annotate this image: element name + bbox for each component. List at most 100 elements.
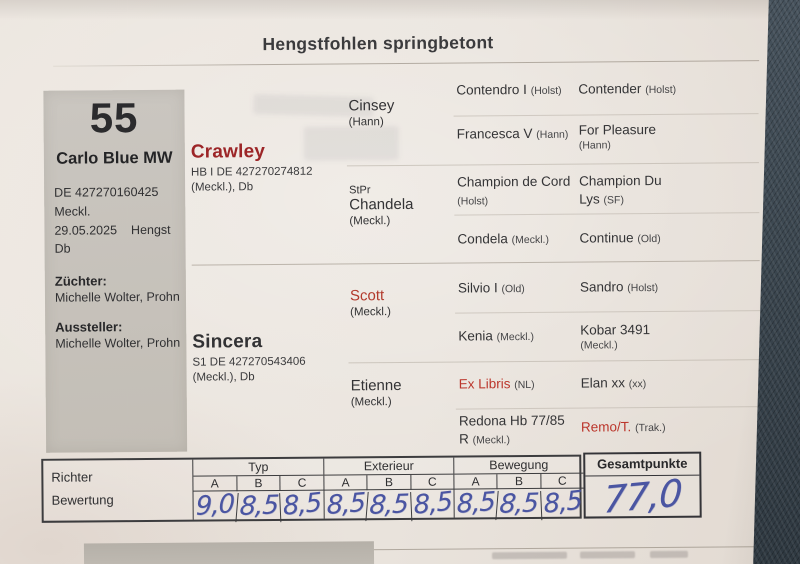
horse-registry: (Meckl.)	[511, 233, 549, 247]
horse-registry: (Holst)	[645, 83, 677, 97]
pedigree-cell: Kenia (Meckl.)	[458, 327, 574, 346]
entry-info-box: 55 Carlo Blue MW DE 427270160425 Meckl. …	[43, 89, 188, 453]
horse-registry: (Meckl.)	[580, 338, 618, 352]
sex: Hengst	[130, 222, 171, 237]
score-value: 8,5	[279, 488, 325, 523]
pedigree-sire-sire: Cinsey (Hann)	[348, 97, 448, 129]
horse-registry: (Meckl.)	[350, 396, 392, 409]
total-points-value: 77,0	[602, 471, 683, 523]
pedigree-cell: For Pleasure (Hann)	[579, 121, 707, 153]
pedigree-cell: Ex Libris (NL)	[459, 375, 575, 394]
horse-registry: (Meckl.)	[350, 306, 392, 319]
faint-text-smudge	[649, 550, 689, 559]
handwritten-scores: 9,0 8,5 8,5	[193, 488, 325, 523]
group-label: Bewegung	[454, 456, 584, 475]
rating-row-label: Bewertung	[51, 492, 114, 508]
entry-number: 55	[89, 94, 139, 142]
pedigree-cell: Remo/T. (Trak.)	[581, 418, 709, 437]
pedigree-divider	[453, 113, 759, 117]
horse-name: Etienne	[350, 376, 402, 395]
horse-name: Kenia	[458, 328, 493, 344]
registration-number: DE 427270160425	[54, 184, 159, 200]
pedigree-cell: Sandro (Holst)	[580, 278, 708, 297]
title-prefix: StPr	[349, 184, 371, 197]
score-value: 8,5	[235, 490, 282, 523]
pedigree-cell: Francesca V (Hann)	[457, 125, 573, 144]
horse-name: Champion de Cord	[457, 173, 571, 190]
pedigree-cell: Continue (Old)	[579, 229, 707, 248]
breeder-label: Züchter:	[54, 273, 107, 289]
pedigree-cell: Kobar 3491 (Meckl.)	[580, 321, 708, 353]
horse-registry: (Trak.)	[634, 421, 666, 435]
total-points-box: Gesamtpunkte 77,0	[583, 451, 702, 522]
pedigree-cell: Condela (Meckl.)	[457, 230, 573, 249]
faint-text-smudge	[579, 551, 636, 559]
breeder-name: Michelle Wolter, Prohn	[54, 289, 180, 305]
entry-details: DE 427270160425 Meckl. 29.05.2025 Hengst …	[54, 183, 186, 259]
horse-name: Sandro	[579, 279, 624, 295]
horse-registry: (Meckl.)	[496, 330, 534, 344]
faint-text-smudge	[491, 551, 568, 560]
horse-name: Ex Libris	[458, 376, 511, 392]
horse-registry: (NL)	[514, 378, 535, 392]
score-value: 8,5	[326, 487, 366, 521]
bleed-through-smudge	[303, 126, 399, 161]
studbook: Meckl.	[54, 204, 91, 219]
score-value: 8,5	[456, 486, 496, 520]
pedigree-divider	[454, 212, 760, 216]
judge-row-label: Richter	[51, 469, 93, 485]
sire-name: Crawley	[190, 141, 266, 163]
horse-registry: (Old)	[501, 283, 525, 296]
dam-block: Sincera S1 DE 427270543406 (Meckl.), Db	[192, 331, 306, 384]
horse-name: For Pleasure	[578, 121, 657, 138]
horse-name: Contendro I	[456, 81, 527, 98]
horse-registry: (Holst)	[457, 194, 489, 208]
title-divider	[53, 60, 760, 67]
dam-name: Sincera	[192, 331, 263, 353]
pedigree-cell: Contender (Holst)	[578, 80, 706, 99]
pedigree-dam-dam: Etienne (Meckl.)	[350, 376, 451, 409]
dam-registration: S1 DE 427270543406	[192, 355, 306, 369]
exhibitor-label: Aussteller:	[55, 319, 123, 335]
horse-registry: (SF)	[603, 193, 624, 206]
horse-name: Silvio I	[457, 280, 498, 296]
pedigree-cell: Contendro I (Holst)	[456, 81, 572, 100]
score-value: 8,5	[409, 487, 455, 522]
score-row-labels: Richter Bewertung	[43, 459, 194, 521]
pedigree-divider	[348, 359, 761, 364]
pedigree-divider	[455, 406, 761, 410]
horse-name: Francesca V	[456, 125, 533, 142]
column-header: B	[236, 475, 280, 492]
pedigree-divider-main	[191, 260, 760, 266]
dam-origin: (Meckl.), Db	[192, 371, 255, 384]
horse-name: Contender	[578, 81, 642, 97]
handwritten-scores: 8,5 8,5 8,5	[454, 486, 585, 521]
column-header: B	[496, 473, 541, 490]
breed-code: Db	[54, 241, 71, 256]
birth-sex-row: 29.05.2025 Hengst	[54, 220, 185, 240]
sire-block: Crawley HB I DE 427270274812 (Meckl.), D…	[191, 141, 313, 194]
score-value: 8,5	[495, 488, 542, 521]
score-value: 8,5	[539, 486, 585, 521]
horse-name: Condela	[457, 231, 508, 247]
foal-name: Carlo Blue MW	[56, 148, 173, 168]
horse-registry: (Hann)	[348, 116, 384, 129]
column-header: B	[366, 474, 411, 491]
pedigree-dam-sire: Scott (Meckl.)	[350, 287, 450, 319]
next-entry-box-partial	[83, 541, 375, 564]
horse-registry: (Holst)	[530, 84, 562, 97]
sire-registration: HB I DE 427270274812	[190, 165, 313, 179]
pedigree-sire-dam: StPr Chandela (Meckl.)	[349, 184, 449, 228]
group-label: Typ	[193, 458, 324, 477]
horse-name: Elan xx	[580, 375, 625, 391]
horse-registry: (Meckl.)	[349, 215, 391, 228]
pedigree-cell: Redona Hb 77/85 R (Meckl.)	[459, 412, 577, 448]
pedigree-cell: Elan xx (xx)	[581, 374, 709, 393]
horse-registry: (Holst)	[627, 281, 659, 295]
